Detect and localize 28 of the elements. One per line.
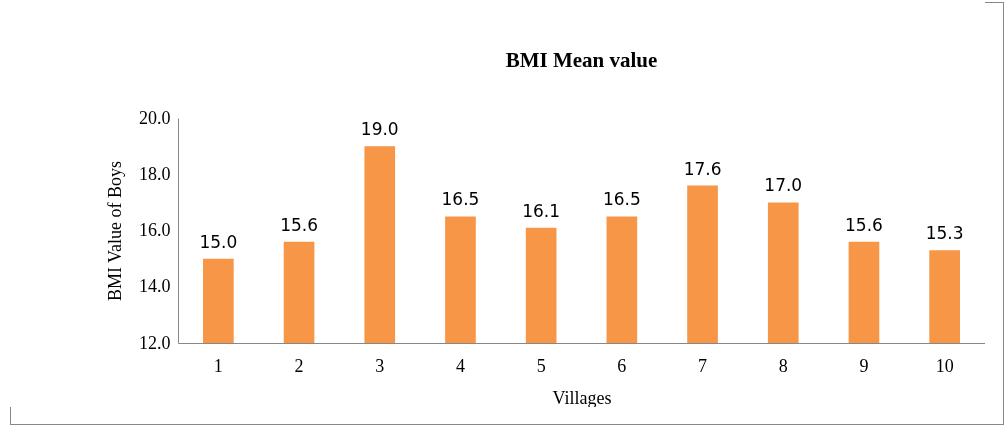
data-label: 17.6 (683, 158, 722, 179)
data-label: 15.6 (280, 214, 318, 235)
x-tick-label: 3 (375, 355, 385, 376)
x-tick-label: 2 (294, 355, 304, 376)
data-label: 15.6 (845, 214, 883, 235)
y-tick-label: 18.0 (139, 163, 171, 184)
data-label: 19.0 (360, 119, 399, 140)
y-tick-label: 20.0 (139, 107, 171, 128)
data-label: 15.3 (925, 223, 964, 244)
x-tick-label: 7 (698, 355, 708, 376)
y-tick-label: 14.0 (139, 276, 171, 297)
data-label: 16.1 (522, 200, 561, 221)
x-tick-label: 6 (617, 355, 627, 376)
data-label: 15.0 (199, 231, 238, 252)
x-axis-title: Villages (552, 387, 612, 408)
chart-title: BMI Mean value (505, 48, 658, 72)
data-label: 16.5 (441, 189, 480, 210)
x-tick-label: 8 (778, 355, 788, 376)
x-tick-label: 9 (859, 355, 869, 376)
data-label: 17.0 (764, 175, 803, 196)
x-tick-label: 5 (536, 355, 546, 376)
x-tick-label: 4 (455, 355, 465, 376)
y-axis-title: BMI Value of Boys (105, 160, 125, 302)
x-tick-label: 1 (213, 355, 223, 376)
data-label: 16.5 (602, 189, 641, 210)
y-tick-label: 12.0 (139, 332, 171, 353)
x-tick-label: 10 (935, 355, 954, 376)
y-tick-label: 16.0 (139, 220, 171, 240)
